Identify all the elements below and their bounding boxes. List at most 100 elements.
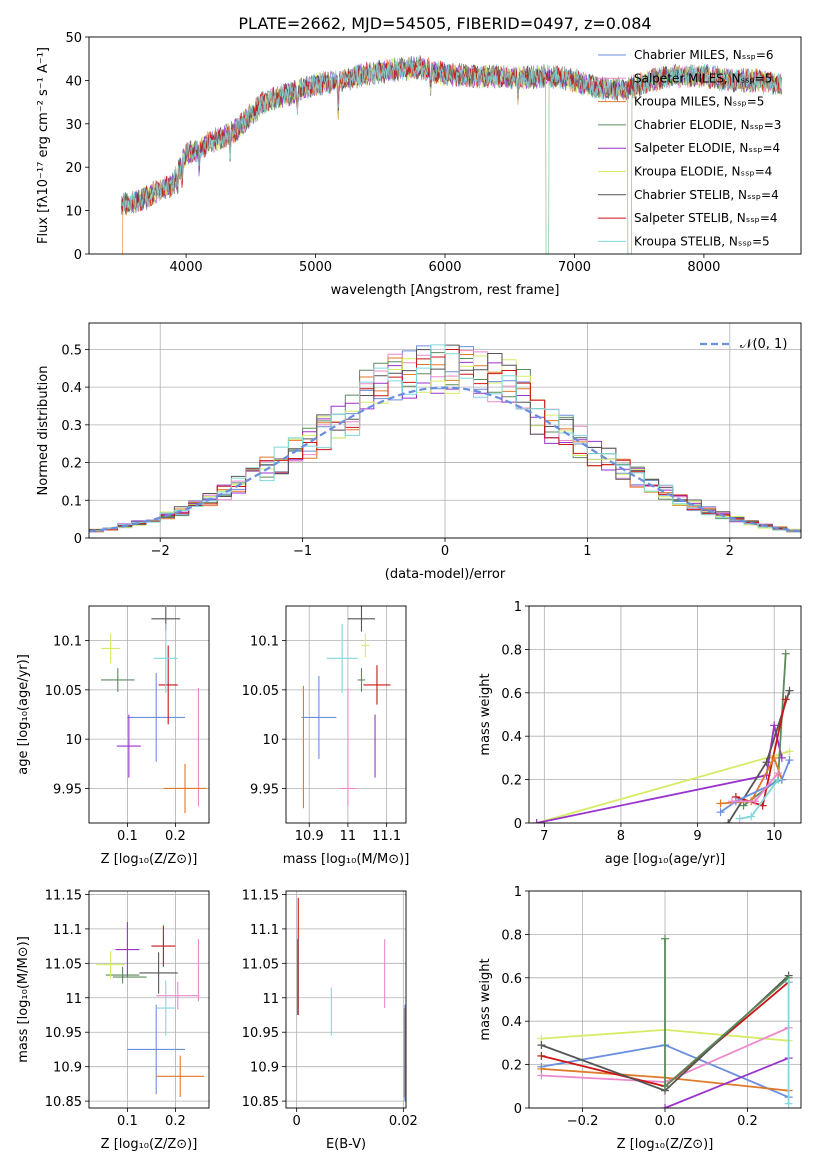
x-axis-label: Z [log₁₀(Z/Z⊙)] [101, 1137, 198, 1152]
series-line [536, 725, 783, 823]
x-tick-label: 4000 [170, 260, 203, 275]
legend-entry: Kroupa ELODIE, Nₛₛₚ=4 [634, 165, 772, 179]
axes-frame [88, 890, 210, 1109]
x-tick-label: 10 [766, 829, 783, 844]
x-tick-label: 0.02 [389, 1114, 418, 1129]
series-line [719, 759, 791, 813]
y-tick-label: 11.05 [45, 957, 82, 972]
plot-area [89, 344, 801, 533]
x-tick-label: 7 [540, 829, 548, 844]
y-axis-label: age [log₁₀(age/yr)] [16, 654, 31, 775]
y-tick-label: 10 [262, 733, 279, 748]
y-tick-label: 0.1 [61, 494, 82, 509]
error-point [101, 633, 121, 664]
y-tick-label: 0.2 [501, 774, 522, 789]
x-tick-label: 8000 [687, 260, 720, 275]
error-point [301, 676, 337, 759]
legend-entry: Kroupa STELIB, Nₛₛₚ=5 [634, 234, 770, 248]
error-point [101, 668, 135, 692]
axes-frame [88, 36, 802, 255]
y-tick-label: 11.15 [242, 888, 279, 903]
y-tick-label: 11.05 [242, 957, 279, 972]
plot-area [297, 897, 406, 1102]
error-point [156, 981, 200, 1010]
panel-massweight-vs-Z: −0.2 0.0 0.2 0 0.2 0.4 0.6 0.8 1 Z [log₁₀(Z/Z⊙)] m… [478, 885, 802, 1152]
x-tick-label: 6000 [428, 260, 461, 275]
x-tick-label: 5000 [299, 260, 332, 275]
x-tick-label: 11 [340, 829, 357, 844]
y-tick-label: 10.05 [242, 684, 279, 699]
y-tick-label: 11.1 [53, 923, 82, 938]
x-tick-label: 0 [441, 544, 449, 559]
legend-entry: Chabrier ELODIE, Nₛₛₚ=3 [634, 118, 781, 132]
x-tick-label: 0.1 [117, 829, 138, 844]
x-tick-label: 0.0 [655, 1114, 676, 1129]
y-tick-label: 30 [65, 118, 82, 133]
y-tick-label: 0.5 [61, 343, 82, 358]
error-point [139, 952, 178, 994]
x-tick-label: 9 [693, 829, 701, 844]
y-tick-label: 0.4 [501, 730, 522, 745]
plot-area [96, 922, 205, 1097]
y-tick-label: 10.95 [45, 1026, 82, 1041]
y-tick-label: 0 [74, 532, 82, 547]
y-tick-label: 0.2 [61, 457, 82, 472]
axes-frame [285, 605, 407, 824]
y-tick-label: 10 [65, 205, 82, 220]
panel-mass-vs-EBV: 0 0.02 10.85 10.9 10.95 11 11.05 11.1 11.15 E(B-V… [242, 888, 418, 1152]
error-point [326, 623, 358, 693]
y-tick-label: 9.95 [250, 782, 279, 797]
panel-age-vs-mass: 10.9 11 11.1 9.95 10 10.05 10.1 mass [log₁₀(M/M… [242, 605, 410, 867]
series-line [664, 938, 790, 1089]
chart-title: PLATE=2662, MJD=54505, FIBERID=0497, z=0… [238, 14, 651, 33]
y-tick-label: 10.9 [53, 1061, 82, 1076]
x-tick-label: 2 [726, 544, 734, 559]
y-tick-label: 11.15 [45, 888, 82, 903]
plot-area [301, 606, 391, 809]
y-tick-label: 0 [514, 817, 522, 832]
error-point [163, 763, 207, 814]
y-tick-label: 20 [65, 161, 82, 176]
y-tick-label: 10.85 [242, 1095, 279, 1110]
error-point [158, 645, 178, 725]
y-tick-label: 10.9 [250, 1061, 279, 1076]
error-point [116, 714, 141, 778]
x-tick-label: 7000 [558, 260, 591, 275]
panel-spectrum: 4000 5000 6000 7000 8000 0 10 20 30 40 50 wavelengt… [36, 14, 802, 298]
y-tick-label: 0 [514, 1102, 522, 1117]
panel-residuals: −2 −1 0 1 2 0 0.1 0.2 0.3 0.4 0.5 (data-model)/erro… [36, 322, 802, 582]
error-point [347, 606, 376, 632]
x-tick-label: 0 [293, 1114, 301, 1129]
axes-frame [528, 605, 802, 824]
x-axis-label: Z [log₁₀(Z/Z⊙)] [617, 1137, 714, 1152]
y-tick-label: 50 [65, 31, 82, 46]
error-point [115, 922, 140, 978]
axes-frame [285, 890, 407, 1109]
series-line [664, 1057, 789, 1108]
legend-entry: Chabrier STELIB, Nₛₛₚ=4 [634, 188, 779, 202]
x-tick-label: 0.2 [165, 1114, 186, 1129]
y-tick-label: 0.8 [501, 643, 522, 658]
y-tick-label: 10.05 [45, 684, 82, 699]
y-tick-label: 0.4 [61, 381, 82, 396]
y-tick-label: 0 [74, 248, 82, 263]
x-tick-label: 10.9 [295, 829, 324, 844]
legend-entry: Salpeter MILES, Nₛₛₚ=5 [634, 71, 772, 85]
x-axis-label: wavelength [Angstrom, rest frame] [331, 283, 560, 298]
x-axis-label: Z [log₁₀(Z/Z⊙)] [101, 852, 198, 867]
error-point [127, 1004, 185, 1095]
plot-area [537, 934, 793, 1108]
x-tick-label: 0.1 [117, 1114, 138, 1129]
x-tick-label: −0.2 [567, 1114, 599, 1129]
legend-entry: 𝒩(0, 1) [740, 337, 787, 352]
error-point [96, 950, 125, 979]
spectrum-line [121, 56, 782, 254]
y-tick-label: 10.1 [250, 635, 279, 650]
y-tick-label: 10 [65, 733, 82, 748]
x-axis-label: mass [log₁₀(M/M⊙)] [283, 852, 410, 867]
x-tick-label: 1 [583, 544, 591, 559]
histogram-step [89, 344, 801, 532]
y-tick-label: 0.2 [501, 1059, 522, 1074]
y-tick-label: 0.4 [501, 1015, 522, 1030]
x-axis-label: age [log₁₀(age/yr)] [605, 852, 726, 867]
